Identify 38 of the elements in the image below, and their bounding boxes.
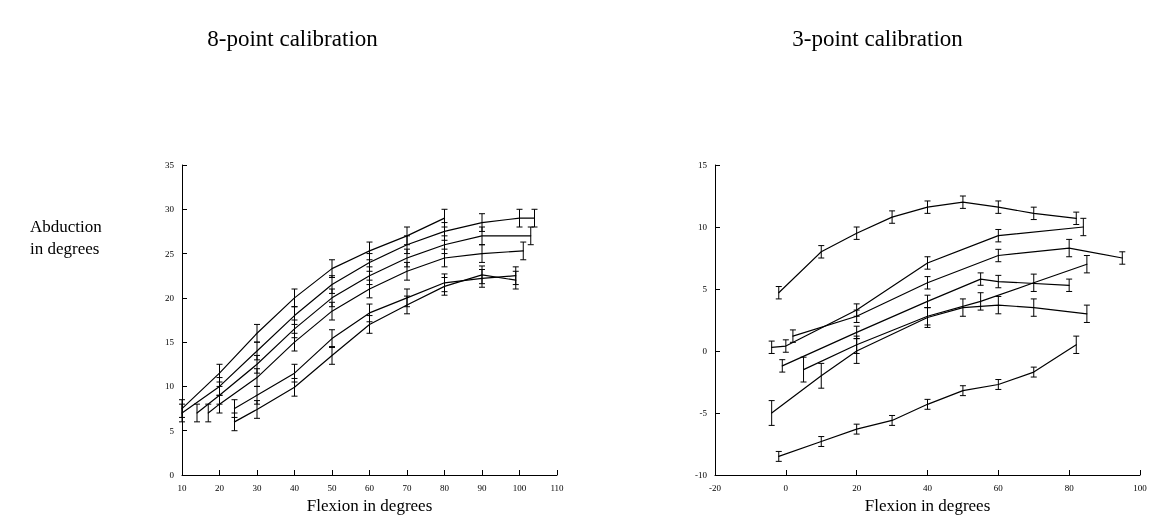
x-tick-label: 10 — [177, 482, 187, 493]
x-tick-label: 20 — [215, 482, 225, 493]
x-tick-label: 90 — [477, 482, 487, 493]
x-tick-label: 60 — [993, 482, 1004, 493]
x-tick-label: 20 — [852, 482, 862, 493]
y-axis-title: Abduction in degrees — [30, 216, 107, 258]
y-tick-label: -10 — [695, 470, 708, 480]
y-tick-label: 5 — [702, 284, 708, 294]
x-tick-label: 50 — [327, 482, 337, 493]
x-axis-title: Flexion in degrees — [864, 496, 991, 515]
y-tick-label: 15 — [698, 160, 708, 170]
y-tick-label: 25 — [165, 248, 175, 259]
x-tick-label: 60 — [365, 482, 375, 493]
y-tick-label: 5 — [169, 425, 175, 436]
y-tick-label: 20 — [165, 292, 175, 303]
x-axis-title: Flexion in degrees — [306, 496, 433, 515]
chart-title: 8-point calibration — [207, 26, 379, 51]
x-tick-label: 80 — [440, 482, 450, 493]
x-tick-label: 100 — [1133, 482, 1148, 493]
x-tick-label: 0 — [783, 482, 789, 493]
line-series — [778, 201, 1077, 294]
x-tick-label: 40 — [923, 482, 933, 493]
x-tick-label: 100 — [512, 482, 527, 493]
y-tick-label: 30 — [165, 204, 175, 215]
x-tick-label: -20 — [709, 482, 722, 493]
y-tick-label: 10 — [698, 222, 708, 232]
x-tick-label: 110 — [550, 482, 565, 493]
x-tick-label: 30 — [252, 482, 262, 493]
x-tick-label: 40 — [290, 482, 300, 493]
y-tick-label: 15 — [165, 337, 175, 348]
y-tick-label: 35 — [165, 160, 175, 170]
y-tick-label: 10 — [165, 381, 175, 392]
y-tick-label: -5 — [699, 408, 708, 418]
x-tick-label: 80 — [1064, 482, 1075, 493]
x-tick-label: 70 — [402, 482, 412, 493]
y-tick-label: 0 — [169, 470, 175, 480]
chart-title: 3-point calibration — [792, 26, 964, 51]
y-tick-label: 0 — [702, 346, 708, 356]
